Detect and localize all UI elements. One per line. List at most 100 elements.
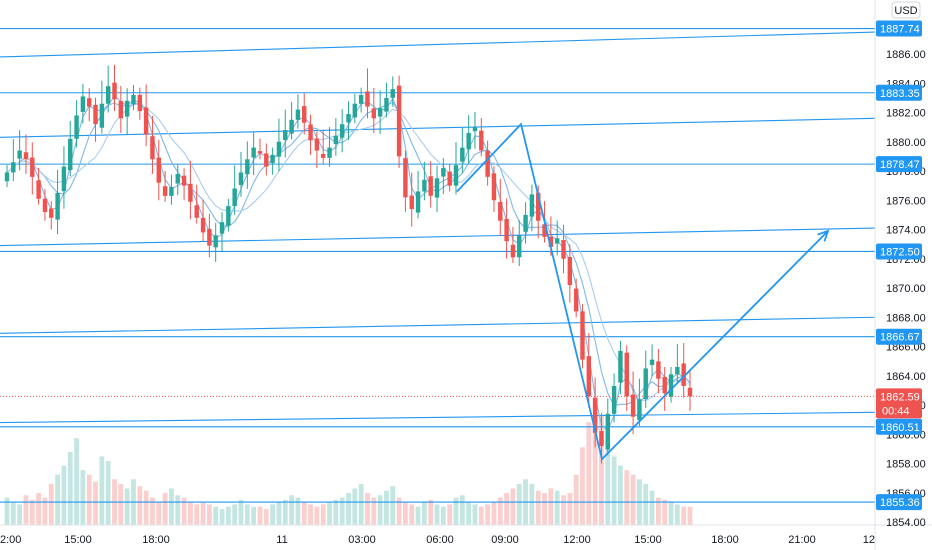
current-price-tag — [876, 388, 922, 419]
volume-bar — [4, 497, 10, 525]
level-tag-label: 1883.35 — [880, 88, 920, 100]
x-tick-label: 15:00 — [64, 534, 92, 546]
volume-bar — [257, 506, 263, 525]
volume-bar — [10, 502, 16, 525]
volume-bar — [491, 502, 497, 525]
pattern-path — [456, 122, 829, 461]
candle-body — [264, 153, 269, 167]
volume-bar — [187, 502, 193, 525]
candle-body — [207, 228, 212, 246]
x-tick-label: 06:00 — [426, 534, 454, 546]
volume-bar — [42, 497, 48, 525]
candle-body — [156, 157, 161, 183]
volume-bar — [137, 486, 143, 525]
volume-bar — [23, 495, 29, 525]
volume-bar — [668, 502, 674, 525]
volume-bar — [403, 502, 408, 525]
level-tag-label: 1860.51 — [880, 422, 920, 434]
candle-body — [181, 175, 187, 186]
candle-body — [365, 91, 370, 107]
volume-bar — [384, 490, 389, 525]
x-tick-label: 09:00 — [491, 534, 519, 546]
volume-bar — [592, 397, 598, 525]
volume-bar — [434, 504, 440, 525]
volume-bar — [605, 433, 611, 525]
volume-bar — [466, 502, 472, 525]
level-tag-label: 1855.36 — [880, 497, 920, 509]
x-tick-label: 12 — [863, 534, 875, 546]
volume-bars — [4, 397, 693, 525]
candle-body — [409, 195, 414, 210]
candle-body — [422, 179, 427, 192]
candle-body — [643, 368, 648, 400]
y-tick-label: 1858.00 — [886, 459, 926, 471]
volume-bar — [346, 493, 351, 525]
candle-body — [618, 350, 623, 383]
candle-body — [630, 394, 636, 417]
candle-body — [61, 166, 67, 192]
volume-bar — [276, 502, 282, 525]
candle-body — [675, 366, 680, 375]
volume-bar — [150, 497, 155, 525]
currency-button[interactable]: USD — [891, 1, 921, 19]
volume-bar — [200, 502, 206, 525]
level-tag-label: 1878.47 — [880, 159, 920, 171]
x-tick-label: 11 — [276, 534, 287, 546]
volume-bar — [643, 483, 649, 525]
time-axis[interactable]: 2:00 15:00 18:00 11 03:00 06:00 09:00 12:00 15:0… — [0, 534, 875, 546]
candle-body — [529, 194, 535, 217]
candle-body — [624, 352, 629, 397]
volume-bar — [29, 499, 35, 525]
candle-body — [238, 172, 244, 186]
volume-bar — [99, 456, 105, 525]
candle-body — [554, 238, 560, 244]
candle-body — [112, 82, 117, 100]
sloped-trendline — [0, 31, 875, 58]
level-tag — [876, 494, 922, 511]
candle-body — [687, 387, 693, 397]
volume-bar — [244, 504, 250, 525]
volume-bar — [162, 493, 168, 525]
sloped-trendline — [0, 411, 875, 424]
candle-body — [99, 103, 105, 128]
volume-bar — [428, 499, 434, 525]
volume-bar — [542, 493, 547, 525]
volume-bar — [301, 502, 307, 525]
currency-label[interactable]: USD — [894, 5, 917, 17]
candle-body — [403, 158, 408, 198]
candle-body — [384, 97, 389, 112]
candlesticks — [4, 64, 693, 464]
price-axis-tags: 1887.74 1883.35 1878.47 1872.50 1866.67 1860.… — [876, 20, 922, 511]
candle-body — [86, 98, 92, 107]
candle-body — [371, 108, 377, 119]
candle-body — [352, 103, 358, 118]
volume-bar — [662, 499, 668, 525]
sloped-trendline — [0, 227, 875, 247]
currency-button-box[interactable] — [891, 1, 921, 19]
volume-bar — [289, 495, 294, 525]
candle-body — [586, 356, 592, 397]
volume-bar — [421, 502, 427, 525]
candle-body — [567, 256, 573, 286]
volume-bar — [263, 509, 269, 525]
candle-body — [80, 96, 86, 112]
volume-bar — [371, 497, 377, 525]
pattern-projection — [456, 122, 830, 461]
candle-body — [219, 222, 225, 234]
volume-bar — [308, 504, 313, 525]
volume-bar — [181, 497, 187, 525]
candle-body — [276, 141, 282, 157]
volume-bar — [213, 506, 219, 525]
candle-body — [460, 147, 465, 162]
volume-bar — [55, 474, 60, 525]
candle-body — [441, 168, 446, 177]
candle-body — [536, 192, 541, 221]
candle-body — [30, 157, 35, 177]
volume-bar — [687, 506, 693, 525]
candle-body — [23, 152, 29, 160]
volume-bar — [630, 474, 636, 525]
y-tick-label: 1876.00 — [886, 195, 926, 207]
candle-body — [4, 172, 10, 182]
